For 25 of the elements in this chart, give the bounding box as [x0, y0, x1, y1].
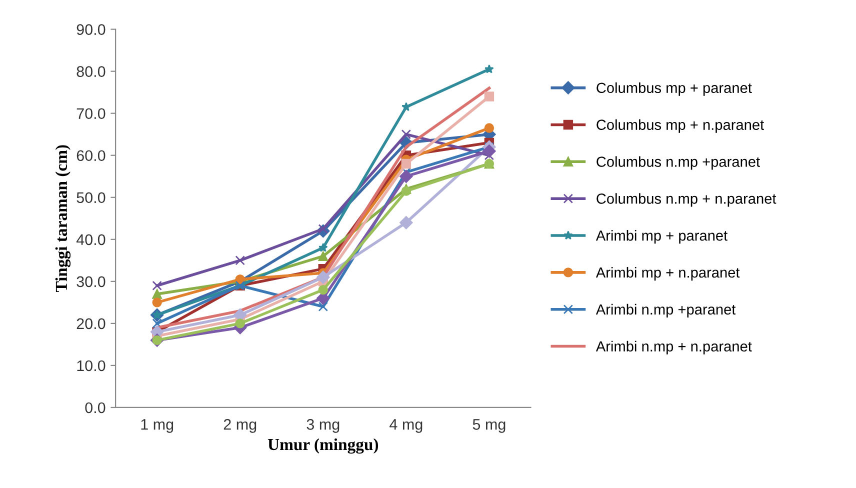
legend-label: Arimbi n.mp +paranet — [596, 304, 736, 318]
y-tick-label: 30.0 — [76, 276, 106, 288]
y-tick-label: 90.0 — [76, 24, 106, 35]
legend-label: Columbus mp + n.paranet — [596, 119, 764, 133]
y-tick-label: 20.0 — [76, 318, 106, 330]
legend-label: Columbus n.mp +paranet — [596, 156, 760, 170]
x-axis-title: Umur (minggu) — [268, 438, 378, 454]
y-tick-label: 50.0 — [76, 192, 106, 204]
y-axis-title: Tinggi taraman (cm) — [55, 145, 71, 292]
y-tick-label: 60.0 — [76, 150, 106, 162]
x-tick-label: 3 mg — [306, 418, 340, 433]
legend-label: Columbus mp + paranet — [596, 82, 752, 96]
legend-label: Arimbi mp + n.paranet — [596, 266, 740, 281]
y-tick-label: 0.0 — [85, 402, 106, 414]
legend-label: Arimbi n.mp + n.paranet — [596, 340, 752, 354]
y-tick-label: 40.0 — [76, 234, 106, 246]
x-tick-label: 1 mg — [141, 419, 174, 433]
y-tick-label: 70.0 — [76, 108, 106, 120]
y-tick-label: 80.0 — [76, 66, 106, 77]
x-tick-label: 5 mg — [472, 419, 506, 433]
legend-label: Columbus n.mp + n.paranet — [596, 193, 776, 207]
x-tick-label: 2 mg — [224, 418, 256, 433]
x-tick-label: 4 mg — [390, 419, 422, 433]
y-tick-label: 10.0 — [77, 360, 106, 372]
legend-label: Arimbi mp + paranet — [596, 230, 728, 244]
